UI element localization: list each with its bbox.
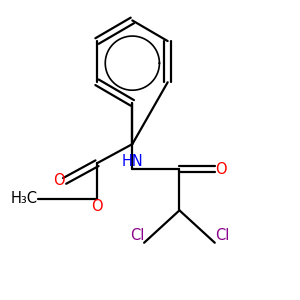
Text: O: O xyxy=(215,162,226,177)
Text: HN: HN xyxy=(122,154,143,169)
Text: Cl: Cl xyxy=(215,228,229,243)
Text: O: O xyxy=(91,199,103,214)
Text: H₃C: H₃C xyxy=(11,191,38,206)
Text: Cl: Cl xyxy=(130,228,144,243)
Text: O: O xyxy=(53,173,64,188)
